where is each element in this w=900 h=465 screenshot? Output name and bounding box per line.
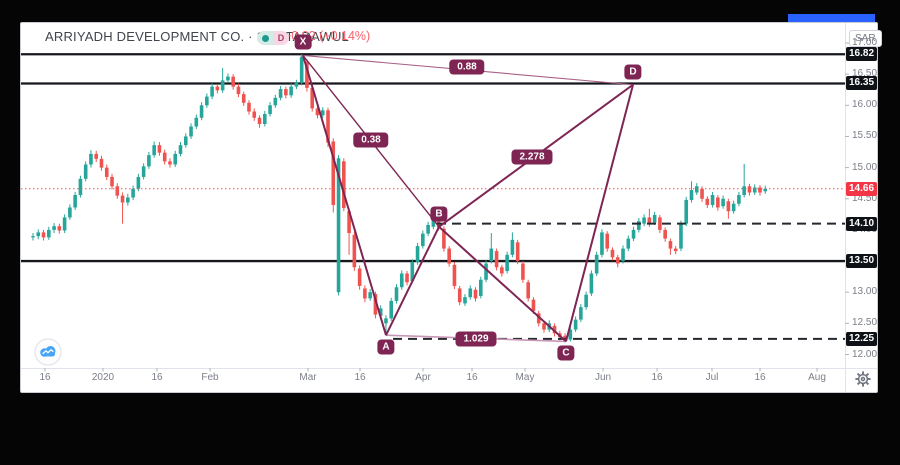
time-tick-label: Feb	[201, 372, 219, 383]
time-tick-label: 16	[354, 372, 366, 383]
price-tick-label: 17.00	[852, 37, 878, 48]
cloud-logo	[34, 338, 62, 371]
candlestick-series	[31, 54, 768, 343]
current-price-badge: 14.66	[846, 181, 877, 196]
pattern-ratio-badge[interactable]: 0.38	[353, 132, 389, 148]
pattern-point-badge-X[interactable]: X	[294, 34, 312, 50]
cloud-icon	[40, 346, 56, 357]
time-tick-label: Apr	[415, 372, 431, 383]
price-axis-separator	[845, 23, 846, 392]
price-tick-label: 15.00	[852, 161, 878, 173]
time-tick-label: 16	[151, 372, 163, 383]
pattern-point-badge-B[interactable]: B	[430, 206, 448, 222]
status-dot-segment	[257, 31, 273, 45]
pattern-ratio-badge[interactable]: 1.029	[455, 331, 497, 347]
price-level-badge: 16.35	[846, 76, 877, 91]
time-axis-separator	[21, 368, 877, 369]
time-tick-label: Jun	[594, 372, 612, 383]
pattern-point-badge-C[interactable]: C	[557, 345, 575, 361]
price-tick-label: 12.00	[852, 348, 878, 360]
time-tick-label: Jul	[705, 372, 719, 383]
dashed-level-lines	[393, 222, 845, 340]
pattern-point-badge-D[interactable]: D	[624, 64, 642, 80]
time-tick-label: May	[515, 372, 535, 383]
price-tick-label: 16.50	[852, 68, 878, 80]
price-tick-label: 12.50	[852, 317, 878, 329]
price-tick-label: 15.50	[852, 130, 878, 142]
pattern-point-badge-A[interactable]: A	[377, 339, 395, 355]
currency-label: SAR	[849, 30, 882, 47]
price-level-badge: 12.25	[846, 331, 877, 346]
time-tick-label: 16	[651, 372, 663, 383]
price-level-badge: 16.82	[846, 47, 877, 62]
pattern-ratio-badge[interactable]: 0.88	[449, 59, 485, 75]
time-tick-label: Mar	[299, 372, 317, 383]
solid-level-lines	[21, 53, 845, 263]
price-tick-label: 16.00	[852, 99, 878, 111]
time-tick-label: 16	[39, 372, 51, 383]
time-tick-label: 16	[754, 372, 766, 383]
time-tick-label: 2020	[91, 372, 115, 383]
interval-status-pill[interactable]: D	[257, 31, 289, 45]
time-tick-label: 16	[466, 372, 478, 383]
time-tick-label: Aug	[808, 372, 826, 383]
interval-badge: D	[273, 31, 289, 45]
price-level-badge: 13.50	[846, 254, 877, 269]
price-tick-label: 14.50	[852, 192, 878, 204]
pattern-ratio-badge[interactable]: 2.278	[511, 149, 553, 165]
settings-gear-icon[interactable]	[852, 368, 874, 395]
market-status-dot-icon	[261, 34, 269, 42]
price-tick-label: 13.00	[852, 286, 878, 298]
price-level-badge: 14.10	[846, 216, 877, 231]
